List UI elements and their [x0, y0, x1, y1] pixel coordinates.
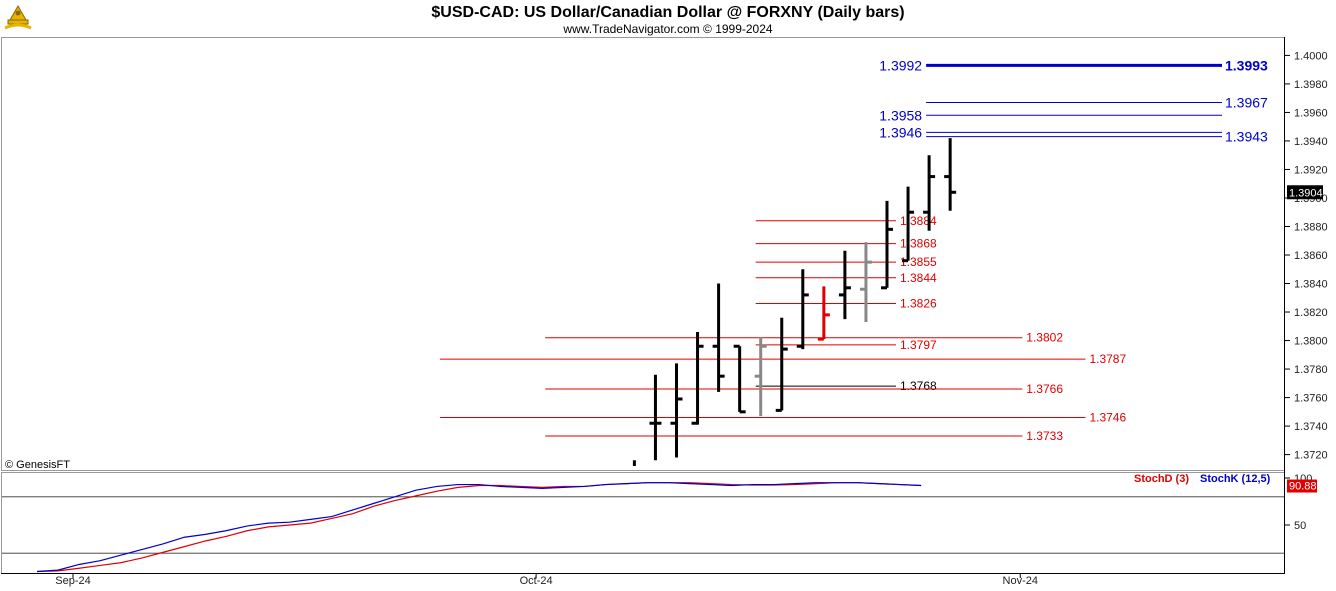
last-price-label: 1.3904 [1289, 187, 1323, 199]
target-level-right-label: 1.3993 [1225, 57, 1268, 73]
support-level-label: 1.3826 [900, 296, 937, 310]
price-bars [632, 138, 957, 466]
support-level-label: 1.3844 [900, 271, 937, 285]
support-level-label: 1.3868 [900, 237, 937, 251]
target-level-right-label: 1.3967 [1225, 94, 1268, 110]
price-bar [754, 337, 767, 417]
price-bar [881, 200, 893, 290]
support-level-label: 1.3746 [1089, 411, 1126, 425]
chart-subtitle: www.TradeNavigator.com © 1999-2024 [562, 22, 772, 36]
price-tick-label: 1.3740 [1294, 421, 1328, 433]
price-tick-label: 1.3940 [1294, 136, 1328, 148]
price-bar [817, 286, 830, 341]
price-bar [923, 155, 936, 231]
logo-icon [4, 4, 32, 30]
price-bar [859, 242, 872, 323]
price-panel-frame [1, 37, 1285, 471]
price-bar [838, 250, 851, 320]
price-tick-label: 1.3860 [1294, 250, 1328, 262]
date-tick-label: Oct-24 [520, 575, 553, 587]
price-tick-label: 1.3880 [1294, 221, 1328, 233]
legend-stochd: StochD (3) [1134, 473, 1189, 485]
price-bar [733, 344, 746, 414]
date-x-axis: Sep-24 Oct-24 Nov-24 [55, 573, 1038, 587]
support-level-label: 1.3797 [900, 338, 937, 352]
support-level-label: 1.3766 [1026, 382, 1063, 396]
price-bar [944, 138, 957, 211]
price-tick-label: 1.3920 [1294, 164, 1328, 176]
price-bar [712, 283, 725, 392]
support-level-label: 1.3733 [1026, 429, 1063, 443]
price-bar [902, 186, 915, 263]
price-tick-label: 1.3980 [1294, 79, 1328, 91]
price-tick-label: 1.3960 [1294, 107, 1328, 119]
last-stoch-label: 90.88 [1289, 481, 1317, 493]
last-price-marker: 1.3904 [1287, 185, 1323, 200]
support-level-label: 1.3802 [1026, 331, 1063, 345]
price-tick-label: 1.3780 [1294, 364, 1328, 376]
target-level-left-label: 1.3958 [879, 107, 922, 123]
price-tick-label: 1.3820 [1294, 307, 1328, 319]
support-level-label: 1.3787 [1089, 352, 1126, 366]
price-tick-label: 1.3800 [1294, 336, 1328, 348]
price-tick-label: 1.3720 [1294, 450, 1328, 462]
price-bar [670, 363, 683, 458]
date-tick-label: Nov-24 [1003, 575, 1038, 587]
stoch-tick-label: 50 [1294, 520, 1306, 532]
credit-label: © GenesisFT [5, 459, 70, 471]
target-level-left-label: 1.3992 [879, 57, 922, 73]
support-level-label: 1.3884 [900, 214, 937, 228]
price-tick-label: 1.4000 [1294, 50, 1328, 62]
date-tick-label: Sep-24 [55, 575, 90, 587]
stochk-line [36, 482, 922, 573]
stoch-lines [36, 482, 922, 573]
price-tick-label: 1.3840 [1294, 279, 1328, 291]
price-y-axis: 1.40001.39801.39601.39401.39201.39001.38… [1284, 50, 1328, 462]
price-bar [691, 331, 704, 425]
legend-stochk: StochK (12,5) [1200, 473, 1271, 485]
price-tick-label: 1.3760 [1294, 393, 1328, 405]
target-level-right-label: 1.3943 [1225, 129, 1268, 145]
last-stoch-marker: 90.88 [1287, 479, 1317, 493]
price-bar [796, 269, 809, 350]
chart-title: $USD-CAD: US Dollar/Canadian Dollar @ FO… [431, 4, 904, 21]
stoch-panel-frame [1, 472, 1285, 574]
price-bar [775, 317, 788, 412]
support-level-label: 1.3768 [900, 379, 937, 393]
target-level-left-label: 1.3946 [879, 124, 922, 140]
price-bar [649, 374, 662, 461]
